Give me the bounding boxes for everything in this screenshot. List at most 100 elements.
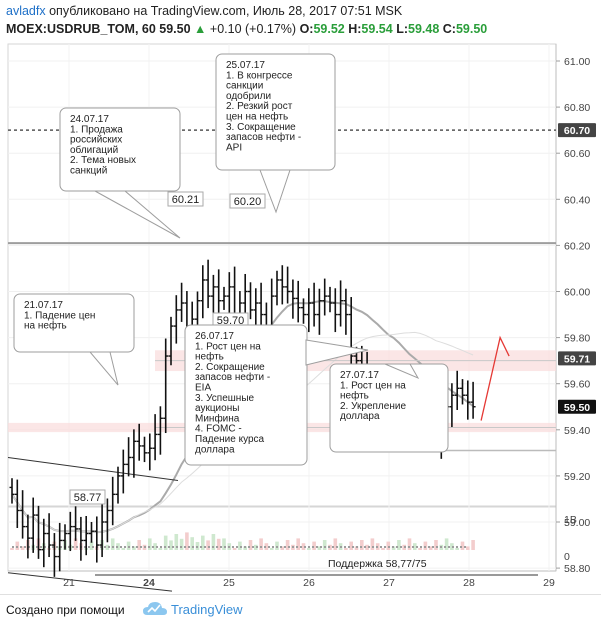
annotation-line: нефть [340, 390, 369, 402]
tradingview-brand[interactable]: TradingView [171, 602, 243, 617]
chart-header: avladfx опубликовано на TradingView.com,… [0, 0, 601, 42]
price-bar [179, 282, 185, 322]
author-link[interactable]: avladfx [6, 4, 46, 18]
x-tick-label: 28 [463, 577, 475, 589]
volume-bar [322, 540, 327, 550]
price-chart[interactable]: Поддержка 58,77/75 60.21 60.2059.7058.77 … [0, 0, 601, 594]
price-label: 59.50 [558, 399, 596, 414]
y-tick-label: 58.80 [564, 563, 590, 575]
volume-bar [307, 548, 311, 550]
y-tick-label: 60.00 [564, 287, 590, 299]
tradingview-cloud-icon [143, 602, 167, 615]
volume-bar [169, 540, 173, 550]
volume-bar [285, 540, 290, 550]
price-bar [36, 505, 41, 559]
close-value: 59.50 [455, 22, 488, 36]
point-label-text: 60.21 [172, 194, 200, 206]
symbol-name: MOEX:USDRUB_TOM, 60 [6, 22, 156, 36]
volume-bar [126, 541, 131, 550]
price-bar [301, 298, 306, 324]
symbol-line: MOEX:USDRUB_TOM, 60 59.50 ▲ +0.10 (+0.17… [6, 22, 487, 36]
annotation-line: Минфина [195, 412, 240, 424]
price-bar [51, 533, 57, 577]
annotation-line: запасов нефти - [195, 371, 270, 383]
price-bar [136, 423, 142, 461]
volume-bar [354, 546, 359, 550]
volume-bar [280, 546, 285, 550]
price-bar [41, 518, 47, 568]
price-bar [258, 282, 264, 327]
price-bar [89, 522, 94, 543]
price-bar [348, 297, 354, 371]
volume-bar [190, 537, 194, 550]
volume-bar [238, 541, 242, 550]
annotation-line: 27.07.17 [340, 370, 379, 381]
y-tick-label: 59.40 [564, 425, 590, 437]
price-bar [173, 295, 179, 344]
price-labels: 60.70 59.71 59.50 [558, 123, 596, 414]
price-bar [14, 479, 20, 528]
price-bar [73, 506, 79, 541]
annotation-line: 2. Сокращение [195, 362, 265, 373]
price-label-text: 59.71 [564, 353, 590, 365]
annotation-line: 25.07.17 [226, 60, 265, 71]
annotation-line: нефть [195, 351, 224, 363]
high-label: H: [348, 22, 362, 36]
price-bar [163, 338, 169, 434]
volume-bar [110, 538, 115, 550]
volume-bar [317, 546, 322, 550]
publish-date: , Июль 28, 2017 07:51 MSK [245, 4, 403, 18]
price-bar [332, 288, 338, 333]
price-bar [242, 273, 248, 318]
volume-bar [137, 540, 141, 550]
price-bar [78, 516, 84, 561]
price-bar [57, 522, 63, 572]
volume-bar [232, 548, 237, 550]
volume-bar [264, 543, 269, 550]
open-value: 59.52 [313, 22, 345, 36]
volume-bar [179, 538, 184, 550]
annotation-line: 21.07.17 [24, 300, 63, 311]
volume-bar [370, 538, 375, 550]
point-label: 60.21 [167, 191, 204, 207]
annotation-line: API [226, 142, 242, 153]
price-bar [25, 514, 31, 559]
price-bar [274, 270, 280, 306]
annotation-callout: 25.07.171. В конгрессесанкцииодобрили2. … [215, 53, 336, 214]
volume-bar [407, 538, 412, 550]
price-bar [67, 511, 73, 552]
last-price: 59.50 [159, 22, 191, 36]
price-bar [157, 406, 163, 455]
volume-bar [333, 538, 338, 550]
point-label-text: 59.70 [217, 315, 245, 327]
annotation-line: 3. Успешные [195, 393, 255, 404]
volume-bar [450, 543, 454, 550]
price-bar [20, 490, 26, 539]
volume-pane [7, 506, 557, 572]
price-bar [248, 282, 253, 320]
annotation-tail [94, 190, 181, 239]
point-label-text: 60.20 [234, 196, 262, 208]
price-label-box [558, 399, 596, 414]
low-value: 59.48 [408, 22, 440, 36]
annotation-line: санкции [226, 81, 263, 92]
annotation-box [184, 324, 308, 466]
volume-bar [455, 548, 459, 550]
annotation-line: облигаций [70, 144, 118, 156]
volume-bar [15, 541, 20, 550]
y-tick-label: 59.80 [564, 333, 590, 345]
published-text: опубликовано на [49, 4, 148, 18]
price-bar [210, 274, 216, 317]
volume-bar [312, 541, 316, 550]
price-bar [279, 265, 285, 305]
point-label: 58.77 [69, 489, 106, 505]
point-labels: 60.21 60.20 59.70 58.77 [69, 191, 266, 505]
price-bar [221, 286, 227, 310]
price-bar [226, 272, 232, 314]
volume-bar [275, 541, 279, 550]
volume-bar [121, 548, 126, 550]
price-bar [46, 513, 52, 558]
volume-bar [158, 548, 163, 550]
annotation-line: 24.07.17 [70, 114, 109, 125]
point-label-box [69, 489, 106, 505]
